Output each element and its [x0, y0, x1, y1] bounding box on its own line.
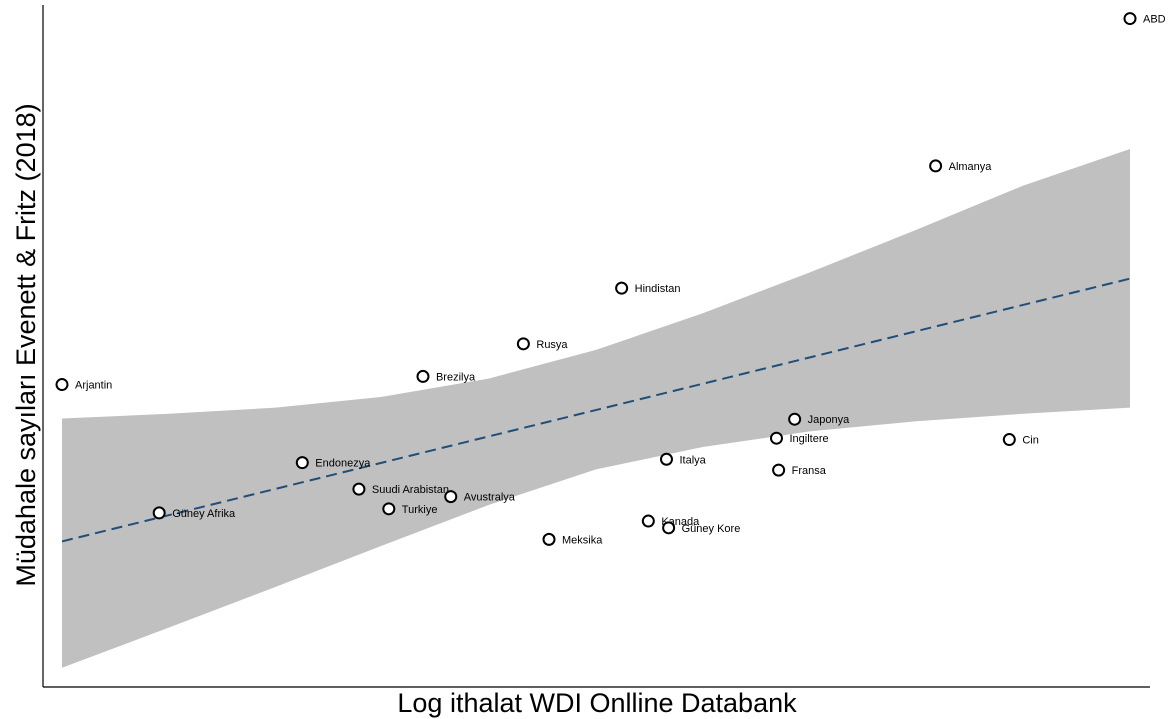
fit-line-layer [61, 277, 1131, 543]
data-points-layer: ABD Almanya Hindistan Rusya Brezilya Arjantin… [55, 12, 1166, 546]
data-point-label: Japonya [808, 414, 850, 426]
data-point-label: Güney Kore [682, 523, 741, 535]
data-point [352, 482, 366, 496]
data-point-label: Güney Afrika [172, 508, 236, 520]
data-point [516, 337, 530, 351]
data-point-label: Endonezya [315, 458, 371, 470]
data-point [929, 159, 943, 173]
data-point [659, 452, 673, 466]
data-point [1002, 433, 1016, 447]
data-point [772, 463, 786, 477]
data-point-label: ABD [1143, 14, 1166, 26]
data-point-label: Hindistan [635, 283, 681, 295]
x-axis-title: Log ithalat WDI Onlline Databank [397, 688, 797, 718]
confidence-band [62, 148, 1130, 668]
data-point [542, 532, 556, 546]
data-point [615, 281, 629, 295]
data-point-label: Avustralya [464, 492, 516, 504]
data-point-label: Cin [1022, 435, 1039, 447]
axes [42, 5, 1150, 688]
data-point [641, 514, 655, 528]
y-axis-title: Müdahale sayıları Evenett & Fritz (2018) [11, 103, 41, 586]
data-point [769, 431, 783, 445]
data-point [788, 412, 802, 426]
data-point [152, 506, 166, 520]
data-point [1123, 12, 1137, 26]
confidence-band-layer [62, 148, 1130, 668]
data-point-label: Brezilya [436, 371, 476, 383]
data-point-label: Almanya [949, 161, 993, 173]
data-point-label: Rusya [536, 339, 568, 351]
data-point-label: Meksika [562, 534, 603, 546]
data-point [416, 369, 430, 383]
data-point-label: Ingiltere [789, 433, 828, 445]
data-point [295, 456, 309, 470]
data-point-label: Turkiye [402, 504, 438, 516]
data-point [382, 502, 396, 516]
data-point-label: Suudi Arabistan [372, 484, 449, 496]
fit-line [61, 277, 1131, 543]
data-point [662, 521, 676, 535]
data-point [55, 378, 69, 392]
data-point-label: Italya [679, 454, 706, 466]
data-point-label: Fransa [792, 465, 827, 477]
data-point-label: Arjantin [75, 380, 112, 392]
data-point [444, 490, 458, 504]
